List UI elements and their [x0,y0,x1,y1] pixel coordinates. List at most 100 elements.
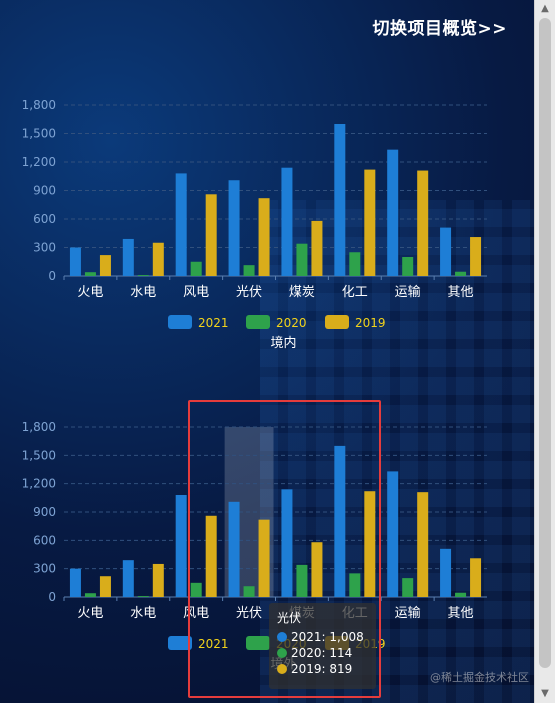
bar-2021-运输 [387,471,399,597]
chart-xlabel: 境内 [270,335,296,351]
bar-2019-火电 [99,255,111,276]
x-category-label: 其他 [448,285,474,300]
legend-label-2020: 2020 [276,316,307,330]
bar-2020-其他 [455,271,467,276]
bar-2021-其他 [440,227,452,276]
bar-2021-光伏 [228,501,240,597]
x-category-label: 火电 [77,606,103,621]
tooltip-text-2019: 2019: 819 [291,662,353,676]
x-category-label: 化工 [342,285,368,300]
bar-2019-其他 [470,558,482,597]
tooltip-dot-2020 [277,648,287,658]
y-tick-label: 0 [48,269,56,283]
bar-2020-水电 [137,596,149,597]
bar-2021-水电 [122,238,134,276]
chart-1: 0 300 600 900 1,200 1,500 1,800 火电 水电 风电 光伏 煤炭 化工 运输 其… [22,98,487,351]
legend-label-2021: 2021 [198,316,229,330]
bar-2021-火电 [69,568,81,597]
bar-2021-化工 [334,445,346,597]
bar-2021-运输 [387,149,399,276]
x-category-label: 其他 [448,606,474,621]
bar-2019-化工 [364,491,376,597]
y-tick-label: 300 [33,241,56,255]
legend-swatch-2019 [325,315,349,329]
legend-swatch-2020 [246,636,270,650]
legend-swatch-2020 [246,315,270,329]
switch-overview-link[interactable]: 切换项目概览>> [372,19,507,39]
bar-2019-运输 [417,170,429,276]
chart-tooltip: 光伏 2021: 1,008 2020: 114 2019: 819 [269,603,376,689]
tooltip-title: 光伏 [277,611,302,625]
bar-2019-风电 [205,515,217,597]
scroll-down-arrow-icon[interactable]: ▼ [541,688,549,699]
bar-2021-风电 [175,173,187,276]
y-tick-label: 1,800 [22,98,56,112]
bar-2019-水电 [152,563,164,597]
legend-label-2021: 2021 [198,637,229,651]
y-tick-label: 1,200 [22,155,56,169]
x-category-label: 煤炭 [289,285,315,300]
y-tick-label: 1,200 [22,477,56,491]
watermark: @稀土掘金技术社区 [430,671,529,684]
y-tick-label: 600 [33,533,56,547]
bar-2020-风电 [190,582,202,597]
y-tick-label: 900 [33,184,56,198]
bar-2020-运输 [402,578,414,597]
x-category-label: 水电 [130,285,156,300]
tooltip-text-2021: 2021: 1,008 [291,630,364,644]
y-tick-label: 0 [48,590,56,604]
x-category-label: 光伏 [236,606,262,621]
y-tick-label: 300 [33,562,56,576]
bar-2020-煤炭 [296,564,308,597]
bar-2021-风电 [175,495,187,597]
bar-2020-煤炭 [296,243,308,276]
scrollbar-thumb[interactable] [539,18,551,668]
legend-swatch-2021 [168,636,192,650]
bar-2019-光伏 [258,519,270,597]
bar-2020-水电 [137,275,149,276]
tooltip-dot-2019 [277,664,287,674]
y-tick-label: 1,800 [22,420,56,434]
chart-2: 03006009001,2001,5001,800火电水电风电光伏煤炭化工运输其… [22,420,487,672]
bar-2021-其他 [440,548,452,597]
vertical-scrollbar[interactable]: ▲ ▼ [534,0,555,703]
bar-2020-火电 [84,272,96,276]
bar-2020-火电 [84,593,96,597]
bar-2020-化工 [349,573,361,597]
scroll-up-arrow-icon[interactable]: ▲ [541,3,549,14]
x-category-label: 火电 [77,285,103,300]
y-tick-label: 600 [33,212,56,226]
bar-2020-风电 [190,261,202,276]
x-category-label: 风电 [183,606,209,621]
bar-2020-化工 [349,252,361,276]
tooltip-row-2020: 2020: 114 [277,646,368,660]
tooltip-row-2021: 2021: 1,008 [277,630,368,644]
x-category-label: 水电 [130,606,156,621]
bar-2021-煤炭 [281,489,293,597]
bar-2020-其他 [455,592,467,597]
bar-2020-光伏 [243,265,255,276]
legend-label-2019: 2019 [355,316,386,330]
bar-2019-光伏 [258,198,270,276]
legend-swatch-2021 [168,315,192,329]
bar-2021-光伏 [228,180,240,276]
bar-2021-水电 [122,560,134,597]
bar-2019-水电 [152,242,164,276]
bar-2021-煤炭 [281,167,293,276]
y-tick-label: 1,500 [22,127,56,141]
bar-2019-火电 [99,576,111,597]
x-category-label: 风电 [183,285,209,300]
x-category-label: 运输 [395,284,421,300]
bar-2021-化工 [334,124,346,276]
bar-2019-风电 [205,194,217,276]
bar-2019-其他 [470,237,482,276]
bar-2020-运输 [402,257,414,276]
tooltip-text-2020: 2020: 114 [291,646,353,660]
tooltip-dot-2021 [277,632,287,642]
x-category-label: 运输 [395,605,421,621]
y-tick-label: 900 [33,505,56,519]
bar-2021-火电 [69,247,81,276]
bar-2019-运输 [417,492,429,597]
bar-2020-光伏 [243,586,255,597]
